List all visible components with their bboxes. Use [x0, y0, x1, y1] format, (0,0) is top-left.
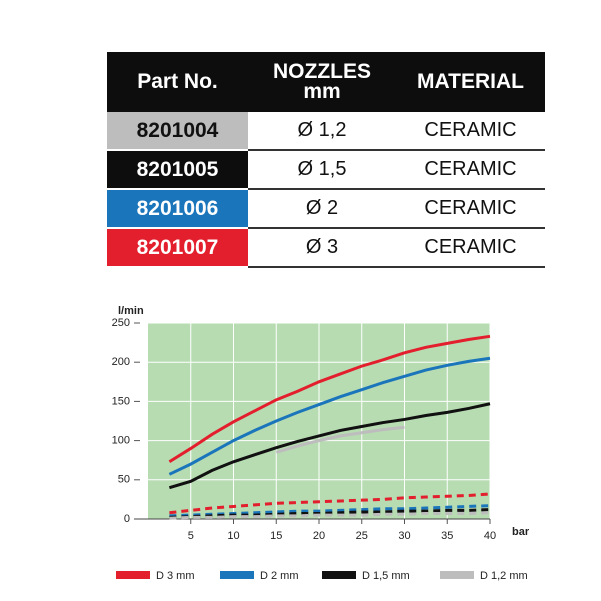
dashed-series-line	[169, 511, 491, 520]
series-line	[168, 356, 491, 476]
part-number-cell: 8201006	[107, 189, 248, 229]
y-tick-label: 250	[112, 317, 130, 329]
table-row: 8201005 Ø 1,5 CERAMIC	[107, 150, 545, 190]
material-cell: CERAMIC	[396, 150, 545, 190]
header-row: Part No. NOZZLES mm MATERIAL	[107, 52, 545, 112]
series-line	[168, 334, 491, 464]
legend-swatch	[322, 571, 356, 579]
part-number-cell: 8201005	[107, 150, 248, 190]
legend-label: D 1,5 mm	[362, 570, 410, 582]
nozzle-cell: Ø 1,5	[248, 150, 396, 190]
nozzle-cell: Ø 2	[248, 189, 396, 229]
x-tick-label: 35	[441, 530, 453, 542]
dashed-series-line	[169, 492, 491, 515]
part-number-cell: 8201007	[107, 228, 248, 268]
table-body: 8201004 Ø 1,2 CERAMIC 8201005 Ø 1,5 CERAMIC 82…	[107, 112, 545, 268]
x-tick-label: 15	[270, 530, 282, 542]
y-tick-label: 100	[112, 435, 130, 447]
legend-swatch	[116, 571, 150, 579]
y-tick-label: 150	[112, 395, 130, 407]
x-tick-label: 5	[188, 530, 194, 542]
legend-label: D 2 mm	[260, 570, 299, 582]
header-cell: NOZZLES mm	[248, 52, 396, 112]
header-cell: MATERIAL	[396, 52, 545, 112]
parts-table: Part No. NOZZLES mm MATERIAL 8201004 Ø 1,…	[107, 52, 545, 268]
series-line	[168, 402, 491, 490]
y-tick-label: 200	[112, 356, 130, 368]
dashed-series-line	[169, 508, 491, 519]
x-tick-label: 10	[227, 530, 239, 542]
part-number-cell: 8201004	[107, 112, 248, 151]
y-axis-label: l/min	[118, 305, 144, 317]
nozzle-cell: Ø 1,2	[248, 112, 396, 151]
material-cell: CERAMIC	[396, 189, 545, 229]
header-cell: Part No.	[107, 52, 248, 112]
legend-swatch	[220, 571, 254, 579]
x-tick-label: 30	[398, 530, 410, 542]
y-tick-label: 0	[124, 513, 130, 525]
y-tick-label: 50	[118, 474, 130, 486]
series-line	[275, 425, 405, 454]
table-row: 8201004 Ø 1,2 CERAMIC	[107, 112, 545, 151]
table-row: 8201007 Ø 3 CERAMIC	[107, 228, 545, 268]
material-cell: CERAMIC	[396, 228, 545, 268]
x-tick-label: 25	[356, 530, 368, 542]
legend-swatch	[440, 571, 474, 579]
legend-label: D 1,2 mm	[480, 570, 528, 582]
dashed-series-line	[169, 504, 491, 518]
material-cell: CERAMIC	[396, 112, 545, 151]
x-tick-label: 20	[313, 530, 325, 542]
x-axis-label: bar	[512, 526, 530, 538]
table-row: 8201006 Ø 2 CERAMIC	[107, 189, 545, 229]
x-tick-label: 40	[484, 530, 496, 542]
nozzle-cell: Ø 3	[248, 228, 396, 268]
legend-label: D 3 mm	[156, 570, 195, 582]
